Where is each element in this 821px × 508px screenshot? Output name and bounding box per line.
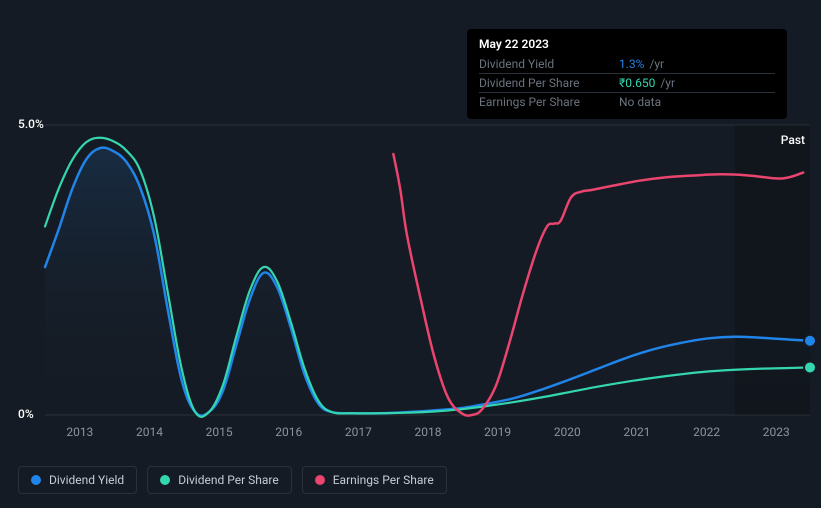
chart-area[interactable]: 5.0% 0% Past 2013201420152016201720182019… bbox=[0, 105, 821, 445]
x-axis-tick: 2013 bbox=[45, 425, 115, 445]
tooltip-metric-label: Dividend Yield bbox=[479, 57, 619, 71]
legend-item[interactable]: Dividend Per Share bbox=[147, 466, 292, 494]
tooltip-row: Dividend Yield1.3% /yr bbox=[479, 55, 775, 73]
x-axis-tick: 2014 bbox=[115, 425, 185, 445]
tooltip-metric-label: Dividend Per Share bbox=[479, 76, 619, 90]
x-axis-tick: 2018 bbox=[393, 425, 463, 445]
past-label: Past bbox=[781, 133, 805, 147]
legend-label: Dividend Yield bbox=[49, 473, 124, 487]
tooltip-row: Dividend Per Share₹0.650 /yr bbox=[479, 73, 775, 92]
x-axis-tick: 2016 bbox=[254, 425, 324, 445]
chart-legend: Dividend Yield Dividend Per Share Earnings… bbox=[18, 466, 447, 494]
legend-label: Dividend Per Share bbox=[178, 473, 279, 487]
legend-dot-icon bbox=[315, 475, 325, 485]
legend-label: Earnings Per Share bbox=[333, 473, 434, 487]
x-axis-tick: 2022 bbox=[672, 425, 742, 445]
legend-item[interactable]: Dividend Yield bbox=[18, 466, 137, 494]
x-axis-tick: 2020 bbox=[532, 425, 602, 445]
tooltip-date: May 22 2023 bbox=[479, 37, 775, 51]
x-axis-tick: 2023 bbox=[741, 425, 811, 445]
legend-dot-icon bbox=[160, 475, 170, 485]
series-end-marker bbox=[804, 361, 816, 373]
x-axis-tick: 2015 bbox=[184, 425, 254, 445]
series-end-marker bbox=[804, 335, 816, 347]
x-axis: 2013201420152016201720182019202020212022… bbox=[45, 425, 811, 445]
x-axis-tick: 2017 bbox=[324, 425, 394, 445]
x-axis-tick: 2019 bbox=[463, 425, 533, 445]
tooltip-metric-value: 1.3% /yr bbox=[619, 57, 664, 71]
legend-dot-icon bbox=[31, 475, 41, 485]
y-axis-label: 0% bbox=[18, 407, 34, 421]
y-axis-label: 5.0% bbox=[18, 117, 44, 131]
legend-item[interactable]: Earnings Per Share bbox=[302, 466, 447, 494]
x-axis-tick: 2021 bbox=[602, 425, 672, 445]
chart-svg bbox=[0, 105, 821, 445]
tooltip-metric-value: ₹0.650 /yr bbox=[619, 76, 675, 90]
